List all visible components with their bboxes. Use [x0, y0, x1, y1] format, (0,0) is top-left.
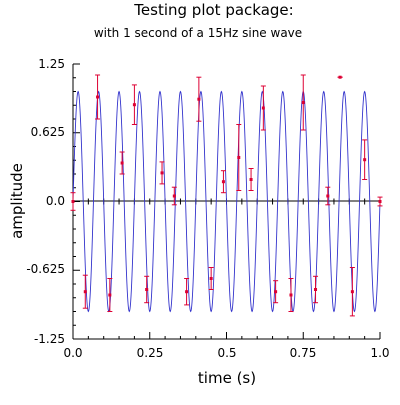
error-point	[362, 139, 368, 180]
x-tick-label: 0.75	[290, 346, 317, 360]
data-point	[314, 288, 318, 291]
x-tick-label: 0.25	[137, 346, 164, 360]
data-point	[274, 290, 278, 294]
error-point	[337, 75, 343, 79]
data-point	[338, 75, 342, 79]
error-point	[82, 274, 88, 309]
error-point	[349, 267, 355, 317]
sine-line	[72, 90, 381, 313]
error-point	[260, 85, 266, 131]
error-point	[171, 186, 177, 206]
data-point	[160, 171, 164, 175]
y-tick-label: 0.0	[46, 194, 65, 208]
data-point	[237, 156, 241, 159]
error-point	[220, 170, 226, 194]
chart-title: Testing plot package:	[133, 1, 293, 19]
data-point	[71, 200, 75, 203]
data-point	[289, 293, 293, 297]
error-point	[119, 151, 125, 175]
data-point	[301, 101, 305, 104]
error-point	[236, 124, 242, 191]
error-point	[288, 278, 294, 312]
error-point	[208, 267, 214, 290]
y-tick-label: -1.25	[34, 332, 65, 346]
y-tick-label: 1.25	[38, 57, 65, 71]
data-point	[185, 290, 189, 294]
error-point	[144, 275, 150, 304]
data-point	[145, 288, 149, 291]
sine-series	[72, 90, 381, 313]
data-point	[83, 290, 87, 294]
x-tick-label: 0.0	[63, 346, 82, 360]
data-point	[172, 194, 176, 198]
data-point	[378, 200, 382, 203]
x-axis-label: time (s)	[198, 369, 256, 387]
data-point	[96, 95, 100, 99]
x-tick-label: 0.5	[217, 346, 236, 360]
error-point	[196, 76, 202, 122]
data-point	[326, 194, 330, 198]
error-point	[95, 74, 101, 120]
error-series	[70, 74, 383, 317]
error-point	[248, 168, 254, 191]
error-point	[313, 275, 319, 304]
data-point	[350, 290, 354, 294]
error-point	[70, 192, 76, 211]
error-point	[377, 196, 383, 207]
x-tick-label: 1.0	[370, 346, 389, 360]
error-point	[131, 84, 137, 125]
error-point	[325, 186, 331, 206]
data-point	[363, 158, 367, 162]
data-point	[209, 277, 213, 280]
error-point	[107, 278, 113, 312]
y-tick-label: -0.625	[26, 262, 65, 276]
data-point	[197, 97, 201, 101]
data-point	[120, 161, 124, 165]
data-point	[261, 106, 265, 110]
error-point	[184, 278, 190, 306]
y-axis-label: amplitude	[8, 163, 26, 239]
data-point	[108, 293, 112, 297]
chart-subtitle: with 1 second of a 15Hz sine wave	[94, 26, 302, 40]
error-point	[300, 74, 306, 131]
data-point	[249, 178, 253, 181]
y-tick-label: 0.625	[31, 125, 65, 139]
data-point	[132, 103, 136, 107]
error-point	[159, 161, 165, 185]
data-point	[221, 180, 225, 184]
error-point	[273, 280, 279, 304]
